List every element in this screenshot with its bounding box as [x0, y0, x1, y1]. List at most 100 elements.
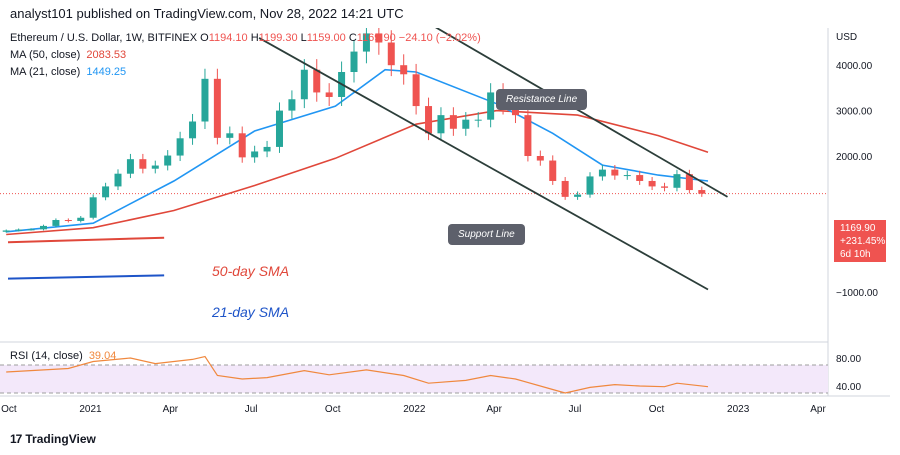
candle-body	[325, 92, 333, 97]
candle-body	[114, 173, 122, 187]
sma21-annotation-line	[7, 274, 165, 280]
candle-body	[474, 119, 482, 121]
candle-body	[598, 169, 606, 177]
price-chart[interactable]: USD5000.004000.003000.002000.000.00−1000…	[0, 28, 900, 428]
symbol-title: Ethereum / U.S. Dollar, 1W, BITFINEX	[10, 32, 198, 44]
rsi-tick-label: 80.00	[836, 354, 861, 365]
support-trendline	[258, 37, 709, 291]
brand-name: TradingView	[25, 432, 96, 446]
ma21-line	[6, 68, 709, 233]
ma50-line	[6, 109, 709, 236]
x-tick-label: 2021	[79, 404, 102, 415]
chart-header: analyst101 published on TradingView.com,…	[0, 0, 900, 28]
candle-body	[511, 106, 519, 116]
candle-body	[27, 229, 35, 231]
candle-body	[226, 133, 234, 138]
candle-body	[102, 186, 110, 198]
candle-body	[39, 225, 47, 230]
tradingview-brand[interactable]: 17 TradingView	[10, 432, 96, 446]
candle-body	[462, 119, 470, 129]
candle-body	[362, 33, 370, 52]
candle-body	[698, 190, 706, 194]
footer: 17 TradingView	[0, 428, 900, 455]
ohlc-open: O1194.10	[200, 32, 248, 44]
candle-body	[561, 180, 569, 197]
rsi-value: 39.04	[88, 350, 117, 362]
candle-body	[189, 121, 197, 139]
rsi-tick-label: 40.00	[836, 382, 861, 393]
rsi-label: RSI (14, close)	[10, 350, 83, 362]
candle-body	[263, 146, 271, 152]
x-tick-label: Oct	[649, 404, 665, 415]
x-tick-label: Apr	[486, 404, 502, 415]
x-tick-label: Apr	[810, 404, 826, 415]
sma50-annotation: 50-day SMA	[212, 263, 290, 279]
candle-body	[586, 176, 594, 195]
candle-body	[549, 160, 557, 181]
candle-body	[487, 92, 495, 120]
candle-body	[176, 138, 184, 156]
candle-body	[52, 220, 60, 226]
candle-body	[15, 229, 23, 231]
candle-body	[425, 106, 433, 134]
candle-body	[574, 194, 582, 197]
candle-body	[350, 51, 358, 73]
candle-body	[387, 42, 395, 66]
candle-body	[201, 78, 209, 122]
candle-body	[77, 217, 85, 221]
chart-area[interactable]: USD5000.004000.003000.002000.000.00−1000…	[0, 28, 900, 428]
price-change: −24.10 (−2.02%)	[398, 32, 481, 44]
candle-body	[611, 169, 619, 176]
ma50-label: MA (50, close)	[10, 49, 81, 61]
tradingview-logo-icon: 17	[10, 432, 22, 446]
publisher-line: analyst101 published on TradingView.com,…	[10, 6, 404, 21]
candle-body	[238, 133, 246, 158]
candle-body	[412, 74, 420, 107]
candle-body	[2, 230, 10, 232]
candle-body	[126, 159, 134, 174]
ohlc-close: C1169.90	[348, 32, 396, 44]
x-tick-label: Oct	[1, 404, 17, 415]
sma21-annotation: 21-day SMA	[212, 304, 290, 320]
candle-body	[673, 174, 681, 188]
y-tick-label: −1000.00	[836, 288, 878, 299]
candle-body	[251, 151, 259, 158]
current-price: 1169.90	[840, 223, 876, 234]
ohlc-high: H1199.30	[250, 32, 298, 44]
candle-body	[375, 33, 383, 43]
x-tick-label: Apr	[163, 404, 179, 415]
x-tick-label: Jul	[245, 404, 258, 415]
x-tick-label: 2023	[727, 404, 750, 415]
candle-body	[288, 99, 296, 111]
candle-body	[449, 115, 457, 129]
x-tick-label: Jul	[569, 404, 582, 415]
candle-body	[164, 155, 172, 166]
candle-body	[685, 174, 693, 191]
candle-body	[661, 186, 669, 188]
candle-body	[89, 197, 97, 218]
rsi-legend: RSI (14, close) 39.04	[10, 350, 116, 362]
ohlc-low: L1159.00	[300, 32, 346, 44]
sma50-annotation-line	[7, 236, 165, 244]
rsi-line	[6, 355, 709, 394]
support-line-callout[interactable]: Support Line	[448, 224, 525, 245]
candle-body	[400, 65, 408, 75]
ma50-legend: MA (50, close) 2083.53	[10, 49, 126, 61]
candle-body	[524, 115, 532, 156]
candle-body	[437, 115, 445, 134]
current-price-box: 1169.90 +231.45% 6d 10h	[834, 220, 886, 262]
bar-countdown: 6d 10h	[840, 249, 871, 260]
candle-body	[648, 180, 656, 187]
y-tick-label: 2000.00	[836, 152, 873, 163]
axis-currency-label: USD	[836, 32, 857, 43]
candle-body	[151, 165, 159, 169]
total-change: +231.45%	[840, 236, 886, 247]
symbol-legend: Ethereum / U.S. Dollar, 1W, BITFINEX O11…	[10, 32, 481, 44]
x-tick-label: Oct	[325, 404, 341, 415]
candle-body	[139, 159, 147, 169]
resistance-line-callout[interactable]: Resistance Line	[496, 89, 588, 110]
candle-body	[64, 220, 72, 222]
candle-body	[213, 78, 221, 138]
ma21-value: 1449.25	[86, 66, 127, 78]
candle-body	[536, 156, 544, 161]
